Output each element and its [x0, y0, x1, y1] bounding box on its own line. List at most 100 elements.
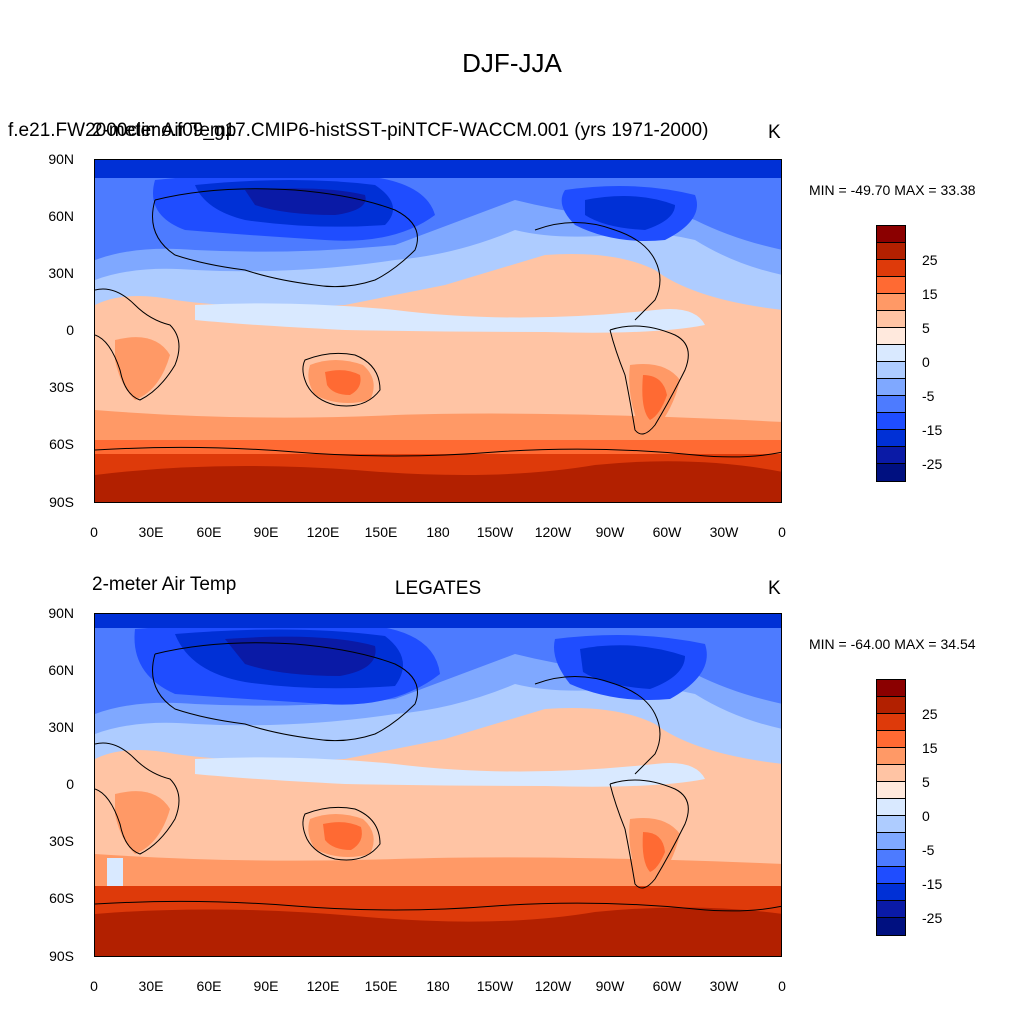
lat-label: 60S: [49, 436, 74, 452]
lon-label: 30E: [138, 524, 164, 540]
lat-label: 0: [66, 322, 74, 338]
colorbar-label: -15: [922, 422, 943, 438]
colorbar-swatch: [877, 901, 905, 918]
panel-left-title: 2-meter Air Temp: [92, 574, 237, 595]
colorbar-swatch: [877, 294, 905, 311]
lon-label: 120W: [534, 524, 572, 540]
map-area: [94, 159, 782, 503]
colorbar-label: -5: [922, 842, 935, 858]
lat-label: 90N: [48, 151, 74, 167]
colorbar-swatch: [877, 884, 905, 901]
colorbar-swatch: [877, 379, 905, 396]
lon-label: 0: [778, 524, 786, 540]
lon-label: 120E: [306, 978, 340, 994]
colorbar-swatch: [877, 260, 905, 277]
colorbar-swatch: [877, 413, 905, 430]
lon-label: 0: [90, 978, 98, 994]
lon-label: 150E: [364, 524, 398, 540]
colorbar-swatch: [877, 867, 905, 884]
panel-stats: MIN = -64.00 MAX = 34.54: [809, 636, 976, 652]
colorbar-swatch: [877, 833, 905, 850]
lat-label: 90S: [49, 948, 74, 964]
colorbar-swatch: [877, 277, 905, 294]
colorbar-label: -25: [922, 910, 943, 926]
colorbar-label: 5: [922, 774, 930, 790]
panel-units: K: [768, 122, 781, 143]
colorbar-swatch: [877, 782, 905, 799]
colorbar-label: -5: [922, 388, 935, 404]
colorbar-swatch: [877, 680, 905, 697]
lat-label: 60N: [48, 208, 74, 224]
figure-title: DJF-JJA: [462, 48, 562, 78]
lon-label: 180: [426, 524, 450, 540]
colorbar-label: 0: [922, 354, 930, 370]
lon-label: 60E: [196, 524, 222, 540]
lat-label: 30S: [49, 833, 74, 849]
lon-label: 90W: [595, 978, 625, 994]
lon-label: 30W: [709, 524, 739, 540]
colorbar-label: 15: [922, 286, 938, 302]
lon-label: 30W: [709, 978, 739, 994]
colorbar-swatch: [877, 464, 905, 481]
panel-units: K: [768, 578, 781, 599]
lon-label: 120E: [306, 524, 340, 540]
colorbar-swatch: [877, 311, 905, 328]
colorbar: [876, 679, 906, 936]
colorbar-swatch: [877, 396, 905, 413]
colorbar: [876, 225, 906, 482]
colorbar-swatch: [877, 918, 905, 935]
temperature-map: [95, 160, 781, 502]
lat-label: 60S: [49, 890, 74, 906]
colorbar-swatch: [877, 714, 905, 731]
lat-label: 90S: [49, 494, 74, 510]
colorbar-swatch: [877, 697, 905, 714]
lon-label: 0: [778, 978, 786, 994]
lat-label: 30N: [48, 719, 74, 735]
colorbar-swatch: [877, 748, 905, 765]
colorbar-swatch: [877, 430, 905, 447]
colorbar-swatch: [877, 362, 905, 379]
lat-label: 30S: [49, 379, 74, 395]
colorbar-swatch: [877, 765, 905, 782]
colorbar-swatch: [877, 345, 905, 362]
lon-label: 90W: [595, 524, 625, 540]
colorbar-label: 0: [922, 808, 930, 824]
colorbar-label: 15: [922, 740, 938, 756]
colorbar-swatch: [877, 328, 905, 345]
lon-label: 120W: [534, 978, 572, 994]
lat-label: 0: [66, 776, 74, 792]
colorbar-swatch: [877, 731, 905, 748]
lon-label: 90E: [253, 524, 279, 540]
colorbar-swatch: [877, 226, 905, 243]
lat-label: 60N: [48, 662, 74, 678]
panel-case-title: f.e21.FW2000climo.f09_g17.CMIP6-histSST-…: [8, 120, 709, 141]
colorbar-label: 25: [922, 252, 938, 268]
colorbar-label: 5: [922, 320, 930, 336]
lon-label: 30E: [138, 978, 164, 994]
colorbar-swatch: [877, 799, 905, 816]
colorbar-swatch: [877, 850, 905, 867]
colorbar-swatch: [877, 447, 905, 464]
panel-center-title: LEGATES: [394, 578, 482, 599]
temperature-map: [95, 614, 781, 956]
lon-label: 150W: [476, 978, 514, 994]
map-area: [94, 613, 782, 957]
lon-label: 60W: [652, 978, 682, 994]
colorbar-label: -15: [922, 876, 943, 892]
colorbar-label: 25: [922, 706, 938, 722]
lon-label: 150W: [476, 524, 514, 540]
colorbar-swatch: [877, 816, 905, 833]
lon-label: 150E: [364, 978, 398, 994]
lat-label: 30N: [48, 265, 74, 281]
lon-label: 180: [426, 978, 450, 994]
lon-label: 90E: [253, 978, 279, 994]
lon-label: 0: [90, 524, 98, 540]
colorbar-swatch: [877, 243, 905, 260]
lat-label: 90N: [48, 605, 74, 621]
colorbar-label: -25: [922, 456, 943, 472]
panel-left-title: 2-meter Air Temp: [92, 120, 237, 141]
panel-stats: MIN = -49.70 MAX = 33.38: [809, 182, 976, 198]
lon-label: 60E: [196, 978, 222, 994]
panel-model: 2-meter Air Temp f.e21.FW2000climo.f09_g…: [0, 112, 1024, 552]
lon-label: 60W: [652, 524, 682, 540]
